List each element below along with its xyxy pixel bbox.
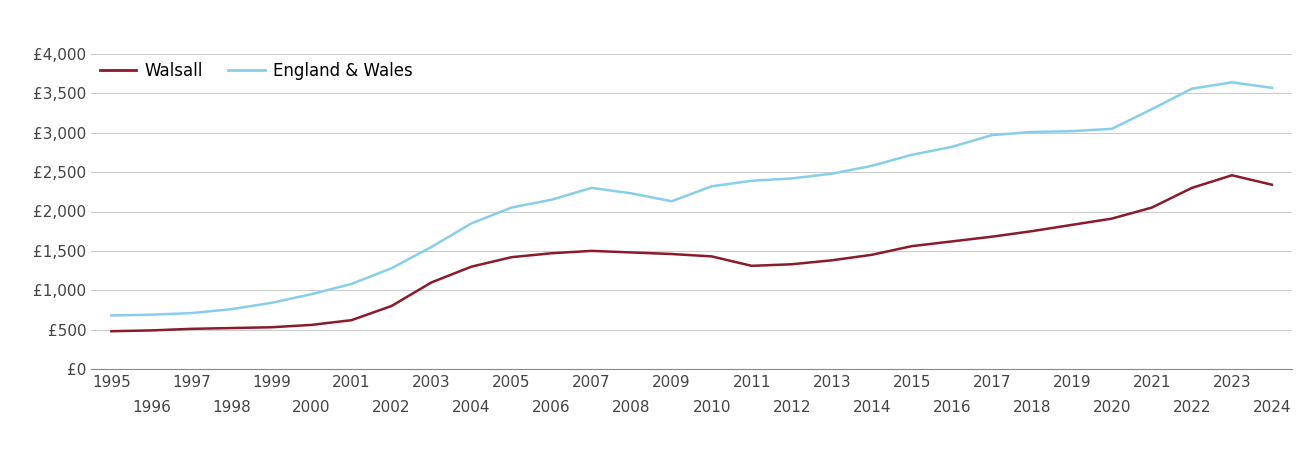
England & Wales xyxy=(504,205,519,210)
England & Wales xyxy=(624,191,639,196)
Walsall xyxy=(664,251,680,256)
Walsall xyxy=(744,263,760,269)
England & Wales xyxy=(304,292,320,297)
Walsall xyxy=(184,326,200,332)
England & Wales xyxy=(223,306,239,312)
Walsall xyxy=(1224,172,1240,178)
Walsall xyxy=(424,279,440,285)
England & Wales xyxy=(703,184,719,189)
Text: 2018: 2018 xyxy=(1013,400,1051,414)
Legend: Walsall, England & Wales: Walsall, England & Wales xyxy=(99,63,412,81)
Walsall xyxy=(624,250,639,255)
Walsall xyxy=(1265,182,1280,187)
England & Wales xyxy=(1184,86,1199,91)
Walsall xyxy=(223,325,239,331)
Walsall xyxy=(1144,205,1160,210)
England & Wales xyxy=(664,198,680,204)
Walsall xyxy=(304,322,320,328)
Walsall xyxy=(944,238,959,244)
England & Wales xyxy=(784,176,800,181)
Walsall xyxy=(823,257,839,263)
England & Wales xyxy=(544,197,560,202)
Text: 2010: 2010 xyxy=(693,400,731,414)
Walsall xyxy=(343,317,359,323)
Text: 2008: 2008 xyxy=(612,400,651,414)
Text: 1996: 1996 xyxy=(132,400,171,414)
Walsall xyxy=(1064,222,1079,228)
Walsall xyxy=(504,254,519,260)
Line: England & Wales: England & Wales xyxy=(111,82,1272,315)
England & Wales xyxy=(424,244,440,250)
England & Wales xyxy=(384,266,399,271)
Walsall xyxy=(144,328,159,333)
Walsall xyxy=(984,234,1000,239)
England & Wales xyxy=(1104,126,1120,131)
Text: 2002: 2002 xyxy=(372,400,411,414)
England & Wales xyxy=(184,310,200,316)
Text: 2014: 2014 xyxy=(852,400,891,414)
England & Wales xyxy=(744,178,760,184)
Text: 2012: 2012 xyxy=(773,400,810,414)
Walsall xyxy=(784,261,800,267)
Walsall xyxy=(264,324,279,330)
Text: 2016: 2016 xyxy=(933,400,971,414)
England & Wales xyxy=(944,144,959,149)
Walsall xyxy=(1024,229,1040,234)
Text: 2020: 2020 xyxy=(1092,400,1131,414)
England & Wales xyxy=(904,152,920,158)
Walsall xyxy=(904,243,920,249)
Text: 2022: 2022 xyxy=(1173,400,1211,414)
Line: Walsall: Walsall xyxy=(111,175,1272,331)
England & Wales xyxy=(463,220,479,226)
England & Wales xyxy=(144,312,159,317)
England & Wales xyxy=(264,300,279,306)
England & Wales xyxy=(583,185,599,191)
England & Wales xyxy=(1144,107,1160,112)
England & Wales xyxy=(864,163,880,168)
England & Wales xyxy=(1064,128,1079,134)
England & Wales xyxy=(343,281,359,287)
Walsall xyxy=(544,251,560,256)
Walsall xyxy=(384,303,399,309)
Text: 2004: 2004 xyxy=(453,400,491,414)
Text: 1998: 1998 xyxy=(211,400,251,414)
England & Wales xyxy=(984,132,1000,138)
Text: 2024: 2024 xyxy=(1253,400,1291,414)
England & Wales xyxy=(1024,129,1040,135)
Walsall xyxy=(864,252,880,257)
Walsall xyxy=(703,254,719,259)
Text: 2006: 2006 xyxy=(532,400,570,414)
England & Wales xyxy=(1224,80,1240,85)
Walsall xyxy=(583,248,599,253)
Walsall xyxy=(1184,185,1199,191)
Walsall xyxy=(1104,216,1120,221)
Walsall xyxy=(463,264,479,269)
Text: 2000: 2000 xyxy=(292,400,330,414)
England & Wales xyxy=(103,313,119,318)
England & Wales xyxy=(823,171,839,176)
Walsall xyxy=(103,328,119,334)
England & Wales xyxy=(1265,85,1280,90)
